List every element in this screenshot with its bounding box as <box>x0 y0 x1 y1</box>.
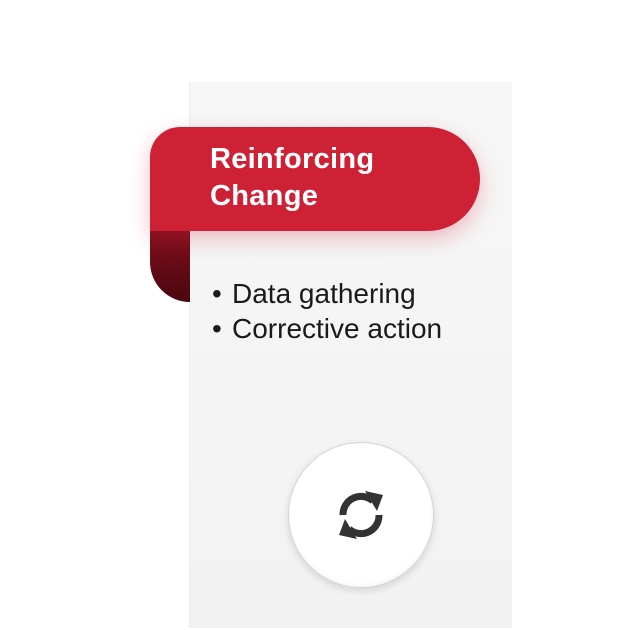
bullet-dot: • <box>212 313 222 344</box>
list-item: • Corrective action <box>212 311 502 346</box>
icon-circle <box>288 442 434 588</box>
bullet-list: • Data gathering • Corrective action <box>212 276 502 346</box>
refresh-icon <box>339 491 383 539</box>
title-ribbon: Reinforcing Change <box>150 127 480 231</box>
bullet-text: Corrective action <box>232 313 443 344</box>
bullet-dot: • <box>212 278 222 309</box>
bullet-text: Data gathering <box>232 278 416 309</box>
ribbon-title: Reinforcing Change <box>210 143 375 212</box>
list-item: • Data gathering <box>212 276 502 311</box>
